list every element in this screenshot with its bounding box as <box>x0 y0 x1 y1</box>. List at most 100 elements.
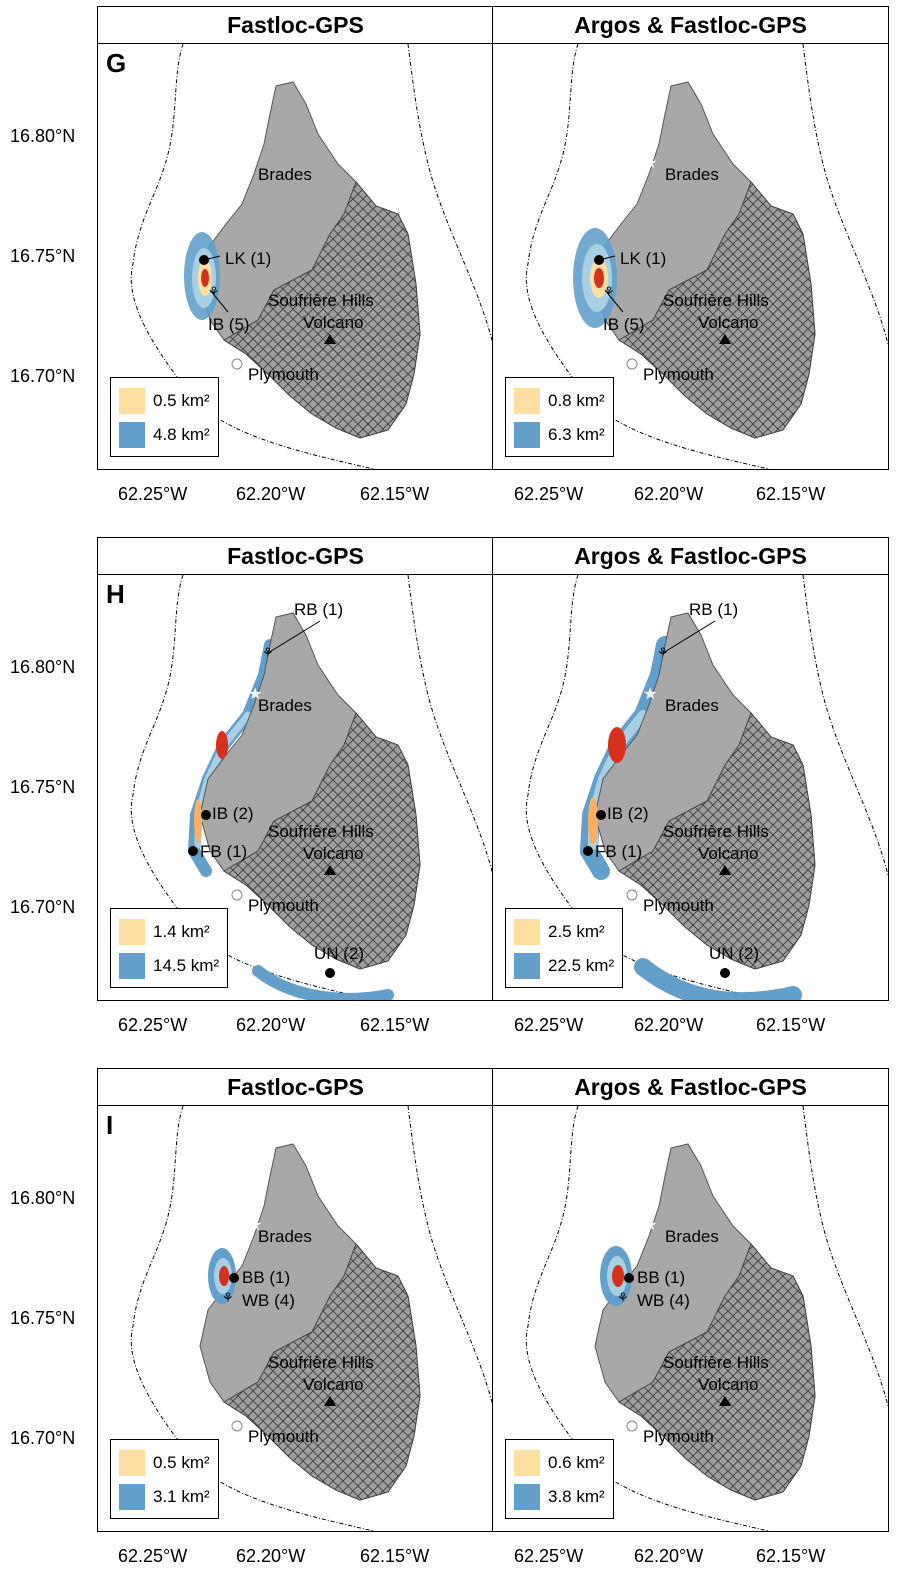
map-panel-h-argos-fastloc: Argos & Fastloc-GPS ★ ⚘ <box>492 537 889 1001</box>
legend-range-area: 3.8 km² <box>548 1487 605 1506</box>
volcano-triangle-icon <box>324 334 336 344</box>
place-label-brades: Brades <box>258 696 312 715</box>
x-axis-label: 62.25°W <box>118 1546 188 1566</box>
volcano-triangle-icon <box>324 865 336 875</box>
core-kernel <box>216 731 228 759</box>
place-label-volcano: Volcano <box>698 1375 759 1394</box>
site-label: BB (1) <box>242 1268 290 1287</box>
legend: 2.5 km² 22.5 km² <box>505 908 624 988</box>
core-swatch <box>514 1450 540 1476</box>
place-label-plymouth: Plymouth <box>248 1427 319 1446</box>
panel-title: Argos & Fastloc-GPS <box>493 7 888 44</box>
site-label: IB (2) <box>212 804 254 823</box>
legend: 0.8 km² 6.3 km² <box>505 377 614 457</box>
map-canvas: ★ ⚘ RB (1) Brades IB (2) FB (1) Soufrièr… <box>525 575 888 1000</box>
panel-title: Argos & Fastloc-GPS <box>493 1069 888 1106</box>
place-label-volcano: Volcano <box>698 844 759 863</box>
site-label: IB (2) <box>607 804 649 823</box>
place-label-plymouth: Plymouth <box>643 365 714 384</box>
site-label: RB (1) <box>294 600 343 619</box>
turtle-icon: ⚘ <box>222 1290 234 1305</box>
legend-range-area: 4.8 km² <box>153 425 210 444</box>
site-label: IB (5) <box>603 315 645 334</box>
place-label-volcano: Volcano <box>303 313 364 332</box>
map-panel-i-argos-fastloc: Argos & Fastloc-GPS ★ ⚘ Brades BB (1) <box>492 1068 889 1532</box>
map-panel-h-fastloc: Fastloc-GPS ★ ⚘ <box>97 537 494 1001</box>
site-label: BB (1) <box>637 1268 685 1287</box>
x-axis-label: 62.20°W <box>236 484 306 504</box>
site-label: IB (5) <box>208 315 250 334</box>
volcano-triangle-icon <box>719 334 731 344</box>
volcano-exclusion-zone <box>618 181 816 439</box>
turtle-icon: ⚘ <box>262 645 274 660</box>
range-swatch <box>514 422 540 448</box>
legend: 0.5 km² 4.8 km² <box>110 377 219 457</box>
site-marker <box>229 1273 239 1283</box>
range-swatch <box>514 1484 540 1510</box>
row-i: 16.80°N 16.75°N 16.70°N Fastloc-GPS ★ ⚘ <box>0 1062 897 1566</box>
panel-letter: I <box>106 1110 114 1140</box>
place-label-brades: Brades <box>665 696 719 715</box>
place-label-volcano: Volcano <box>698 313 759 332</box>
legend-core-area: 1.4 km² <box>153 922 210 941</box>
place-label-volcano: Soufrière Hills <box>268 1353 374 1372</box>
place-label-plymouth: Plymouth <box>248 365 319 384</box>
map-canvas: ★ ⚘ Brades BB (1) WB (4) Soufrière Hills… <box>130 1106 493 1531</box>
place-label-volcano: Volcano <box>303 1375 364 1394</box>
site-label: WB (4) <box>242 1291 295 1310</box>
core-swatch <box>514 388 540 414</box>
territorial-boundary <box>525 44 888 469</box>
legend-core-area: 0.6 km² <box>548 1453 605 1472</box>
legend-range-area: 6.3 km² <box>548 425 605 444</box>
town-dot-icon <box>231 1420 243 1432</box>
place-label-brades: Brades <box>258 165 312 184</box>
star-icon: ★ <box>228 155 242 172</box>
y-axis-label: 16.70°N <box>10 366 76 386</box>
star-icon: ★ <box>248 1217 262 1234</box>
volcano-exclusion-zone <box>223 712 421 970</box>
volcano-exclusion-zone <box>618 1243 816 1501</box>
volcano-triangle-icon <box>719 865 731 875</box>
site-marker <box>596 810 606 820</box>
map-canvas: ★ ⚘ RB (1) Brades IB (2) FB (1) Soufrièr… <box>130 575 493 1000</box>
x-axis-label: 62.15°W <box>360 484 430 504</box>
row-h: 16.80°N 16.75°N 16.70°N Fastloc-GPS ★ <box>0 531 897 1035</box>
y-axis-label: 16.80°N <box>10 1188 76 1208</box>
place-label-volcano: Volcano <box>303 844 364 863</box>
star-icon: ★ <box>248 686 262 703</box>
x-axis-label: 62.25°W <box>118 1015 188 1035</box>
site-label: FB (1) <box>200 842 247 861</box>
core-kernel <box>594 268 604 288</box>
panel-title: Fastloc-GPS <box>98 1069 493 1106</box>
legend-core-area: 0.5 km² <box>153 1453 210 1472</box>
panel-title: Fastloc-GPS <box>98 538 493 575</box>
core-kernel <box>201 269 209 287</box>
core-kernel <box>588 797 598 845</box>
legend: 0.6 km² 3.8 km² <box>505 1439 614 1519</box>
site-marker <box>720 968 730 978</box>
y-axis-label: 16.75°N <box>10 1308 76 1328</box>
map-canvas: ★ ⚘ Brades LK (1) IB (5) Soufrière Hills… <box>525 44 888 469</box>
core-kernel <box>219 1266 229 1286</box>
range-swatch <box>119 953 145 979</box>
site-marker <box>201 810 211 820</box>
legend: 1.4 km² 14.5 km² <box>110 908 229 988</box>
y-axis-label: 16.70°N <box>10 897 76 917</box>
place-label-volcano: Soufrière Hills <box>663 291 769 310</box>
map-canvas: ★ ⚘ Brades BB (1) WB (4) Soufrière Hills… <box>525 1106 888 1531</box>
town-dot-icon <box>626 889 638 901</box>
site-label: LK (1) <box>225 249 271 268</box>
town-dot-icon <box>626 358 638 370</box>
x-axis-label: 62.25°W <box>514 1546 584 1566</box>
legend-range-area: 22.5 km² <box>548 956 615 975</box>
legend-core-area: 0.8 km² <box>548 391 605 410</box>
site-label: WB (4) <box>637 1291 690 1310</box>
x-axis-label: 62.25°W <box>118 484 188 504</box>
place-label-brades: Brades <box>258 1227 312 1246</box>
place-label-brades: Brades <box>665 165 719 184</box>
x-axis-label: 62.25°W <box>514 1015 584 1035</box>
turtle-icon: ⚘ <box>208 284 220 299</box>
x-axis-label: 62.20°W <box>634 1015 704 1035</box>
site-label: UN (2) <box>314 944 364 963</box>
x-axis-label: 62.15°W <box>756 1015 826 1035</box>
